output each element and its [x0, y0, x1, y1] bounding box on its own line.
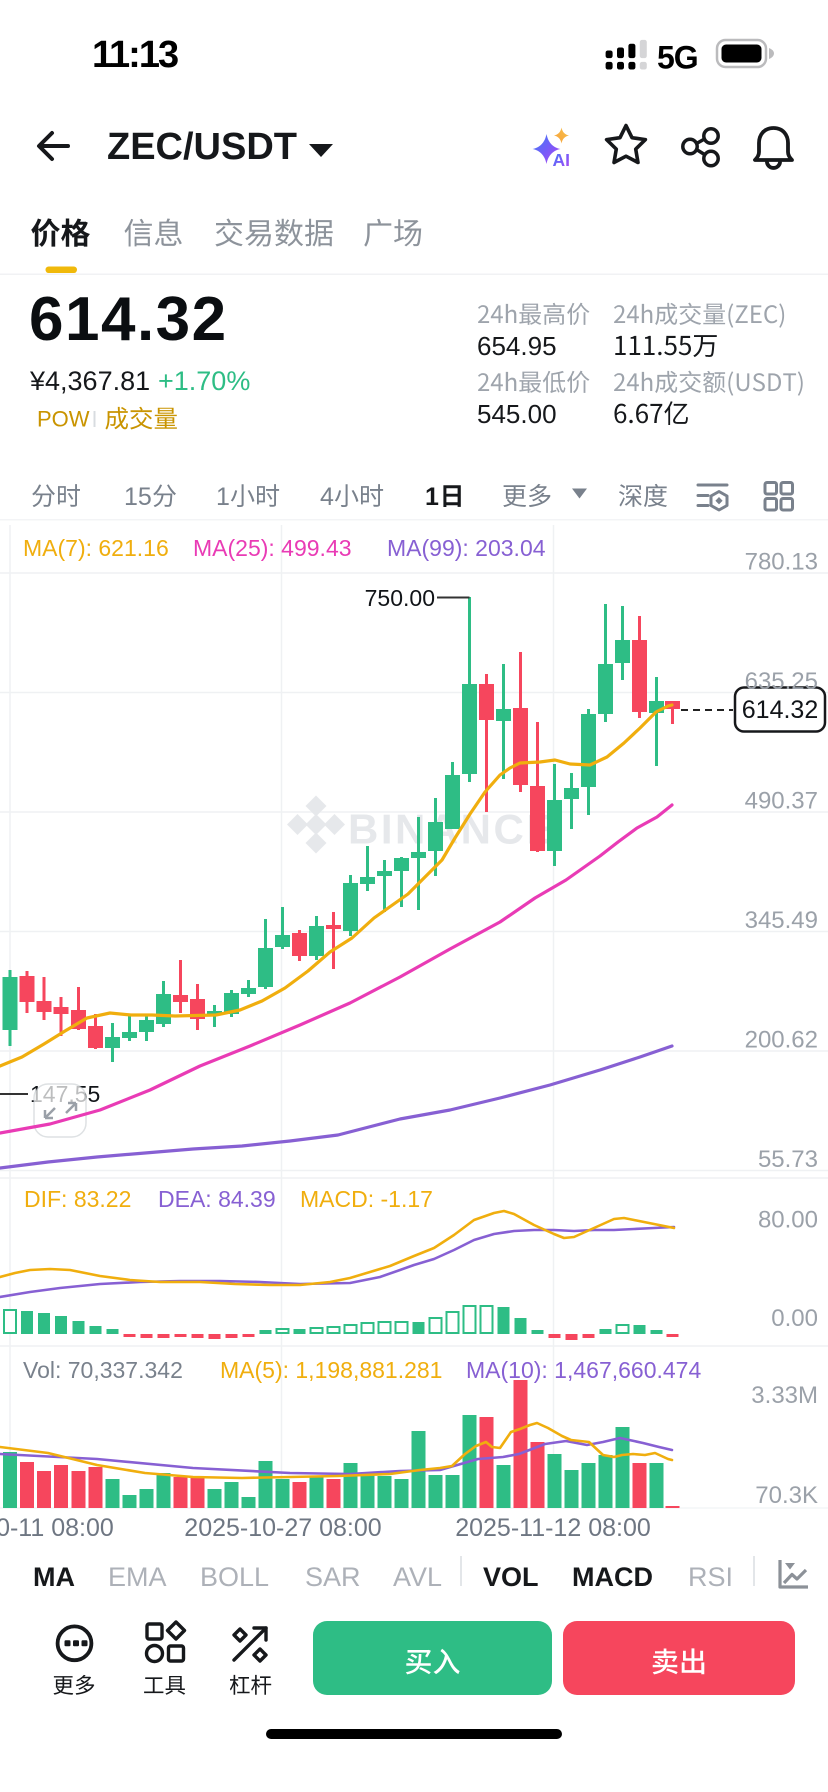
- svg-text:80.00: 80.00: [758, 1207, 818, 1234]
- svg-text:4: 4: [320, 483, 334, 511]
- svg-text:15: 15: [124, 483, 152, 511]
- svg-text:55.73: 55.73: [758, 1146, 818, 1173]
- svg-text:2025-10-27 08:00: 2025-10-27 08:00: [184, 1514, 381, 1542]
- svg-text:614.32: 614.32: [742, 696, 818, 724]
- svg-text:5G: 5G: [657, 40, 698, 76]
- svg-text:AI: AI: [553, 150, 571, 170]
- svg-text:780.13: 780.13: [745, 549, 818, 576]
- svg-text:ZEC/USDT: ZEC/USDT: [107, 126, 297, 168]
- svg-text:MA(99): 203.04: MA(99): 203.04: [387, 535, 546, 561]
- svg-text:200.62: 200.62: [745, 1027, 818, 1054]
- svg-text:Vol: 70,337.342: Vol: 70,337.342: [23, 1357, 183, 1383]
- svg-text:1: 1: [216, 483, 230, 511]
- svg-text:635.25: 635.25: [745, 668, 818, 695]
- svg-text:490.37: 490.37: [745, 788, 818, 815]
- svg-text:1: 1: [425, 483, 439, 511]
- svg-text:0.00: 0.00: [771, 1305, 818, 1332]
- svg-text:MA(5): 1,198,881.281: MA(5): 1,198,881.281: [220, 1357, 442, 1383]
- svg-text:MA(25): 499.43: MA(25): 499.43: [193, 535, 352, 561]
- svg-text:750.00: 750.00: [365, 585, 435, 611]
- svg-text:3.33M: 3.33M: [751, 1382, 818, 1409]
- svg-text:DIF: 83.22: DIF: 83.22: [24, 1186, 131, 1212]
- svg-text:2025-10-11 08:00: 2025-10-11 08:00: [0, 1514, 114, 1542]
- svg-text:2025-11-12 08:00: 2025-11-12 08:00: [455, 1514, 651, 1542]
- svg-text:70.3K: 70.3K: [755, 1482, 818, 1509]
- svg-text:654.95: 654.95: [477, 331, 557, 361]
- svg-text:MA(10): 1,467,660.474: MA(10): 1,467,660.474: [466, 1357, 701, 1383]
- svg-text:545.00: 545.00: [477, 399, 557, 429]
- svg-text:POW: POW: [37, 407, 90, 432]
- svg-text:345.49: 345.49: [745, 907, 818, 934]
- svg-text:MACD: ‑1.17: MACD: ‑1.17: [300, 1186, 433, 1212]
- svg-text:DEA: 84.39: DEA: 84.39: [158, 1186, 276, 1212]
- svg-text:MA(7): 621.16: MA(7): 621.16: [23, 535, 169, 561]
